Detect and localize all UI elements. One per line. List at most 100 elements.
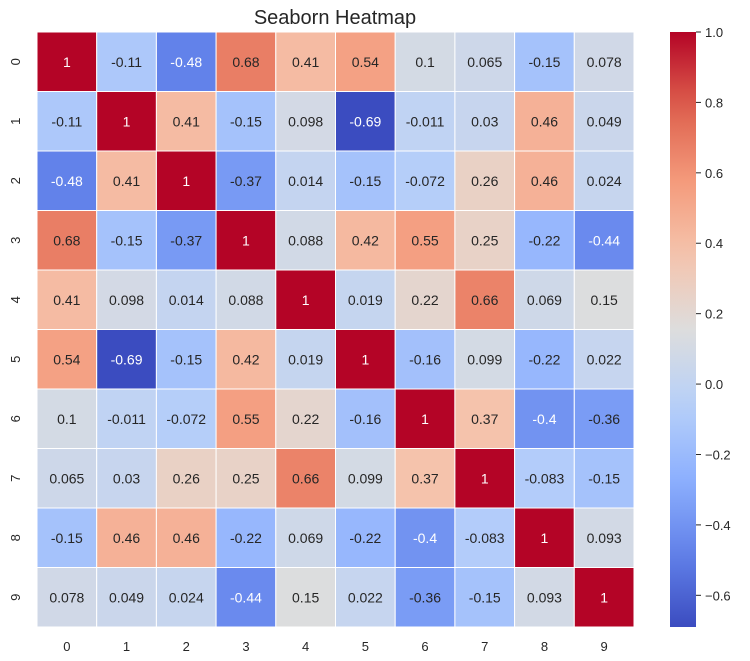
cell-annotation: 0.022 [587,351,622,367]
heatmap-cell [215,91,277,152]
cell-annotation: 0.15 [292,589,319,605]
heatmap-cell [573,210,635,271]
heatmap-cell [335,210,396,271]
heatmap-cell [155,329,217,390]
heatmap-cell [36,329,98,390]
heatmap-cell [96,567,157,628]
cell-annotation: 0.54 [53,351,80,367]
cell-annotation: 0.55 [411,232,438,248]
cell-annotation: -0.15 [230,113,262,129]
colorbar-tick-label: 0.8 [705,95,723,110]
x-tick-label: 3 [242,639,249,654]
cell-annotation: -0.48 [51,173,83,189]
cell-annotation: -0.15 [528,54,560,70]
x-tick-label: 0 [63,639,70,654]
cell-annotation: 0.019 [348,292,383,308]
cell-annotation: 0.37 [471,411,498,427]
heatmap-cell [394,388,456,449]
heatmap-cell [335,388,396,449]
x-tick-label: 2 [183,639,190,654]
cell-annotation: -0.4 [413,530,437,546]
colorbar-tick-label: 0.6 [705,166,723,181]
cell-annotation: 0.25 [471,232,498,248]
cell-annotation: -0.36 [588,411,620,427]
heatmap-cell [96,269,157,330]
heatmap-cell [573,507,635,568]
cell-annotation: 0.03 [113,470,140,486]
cell-annotation: 0.1 [415,54,435,70]
cell-annotation: 1 [242,232,250,248]
heatmap-cell [36,567,98,628]
cell-annotation: 0.42 [352,232,379,248]
cell-annotation: 0.024 [169,589,204,605]
heatmap-cell [573,269,635,330]
heatmap-cell [335,269,396,330]
y-tick-label: 9 [8,594,23,601]
y-tick-label: 2 [8,177,23,184]
cell-annotation: 0.1 [57,411,77,427]
colorbar-tick-label: 1.0 [705,25,723,40]
colorbar-tick-label: −0.6 [705,588,731,603]
cell-annotation: -0.22 [349,530,381,546]
heatmap-cell [573,91,635,152]
cell-annotation: 0.088 [288,232,323,248]
x-tick-label: 4 [302,639,309,654]
heatmap-cell [573,150,635,211]
cell-annotation: -0.072 [166,411,206,427]
cell-annotation: 0.049 [587,113,622,129]
colorbar-tick-label: 0.0 [705,377,723,392]
heatmap-cell [394,150,456,211]
heatmap-cell [573,31,635,92]
cell-annotation: 0.55 [232,411,259,427]
cell-annotation: 0.078 [49,589,84,605]
y-tick-label: 5 [8,356,23,363]
cell-annotation: -0.15 [469,589,501,605]
cell-annotation: 0.019 [288,351,323,367]
cell-annotation: 0.46 [531,173,558,189]
heatmap-cell [573,567,635,628]
cell-annotation: -0.072 [405,173,445,189]
heatmap-cell [394,269,456,330]
cell-annotation: 0.15 [591,292,618,308]
heatmap-cell [155,507,217,568]
cell-annotation: -0.37 [230,173,262,189]
heatmap-cell [215,329,277,390]
cell-annotation: 1 [541,530,549,546]
cell-annotation: -0.22 [230,530,262,546]
y-tick-label: 8 [8,534,23,541]
heatmap-cell [394,91,456,152]
heatmap-cell [454,150,516,211]
heatmap-cell [36,507,98,568]
heatmap-cell [514,448,575,509]
cell-annotation: 0.68 [232,54,259,70]
heatmap-cell [454,269,516,330]
heatmap-cell [275,269,336,330]
colorbar-tick-label: −0.4 [705,518,731,533]
x-tick-label: 8 [541,639,548,654]
cell-annotation: 0.22 [292,411,319,427]
cell-annotation: -0.44 [230,589,262,605]
cell-annotation: 1 [302,292,310,308]
cell-annotation: -0.011 [107,411,146,427]
heatmap-cell [96,507,157,568]
x-tick-label: 1 [123,639,130,654]
heatmap-cell [215,507,277,568]
cell-annotation: 1 [600,589,608,605]
cell-annotation: -0.15 [170,351,202,367]
cell-annotation: 0.099 [348,470,383,486]
cell-annotation: 0.049 [109,589,144,605]
heatmap-cell [96,448,157,509]
y-tick-label: 0 [8,58,23,65]
heatmap-cell [454,507,516,568]
chart-title: Seaborn Heatmap [254,7,416,29]
cell-annotation: 0.024 [587,173,622,189]
colorbar-tick-label: 0.4 [705,236,723,251]
cell-annotation: 1 [63,54,71,70]
cell-annotation: -0.083 [525,470,565,486]
cell-annotation: -0.37 [170,232,202,248]
heatmap-cell [275,567,336,628]
cell-annotation: 0.098 [109,292,144,308]
cell-annotation: 0.093 [587,530,622,546]
cell-annotation: -0.16 [349,411,381,427]
heatmap-cell [36,150,98,211]
